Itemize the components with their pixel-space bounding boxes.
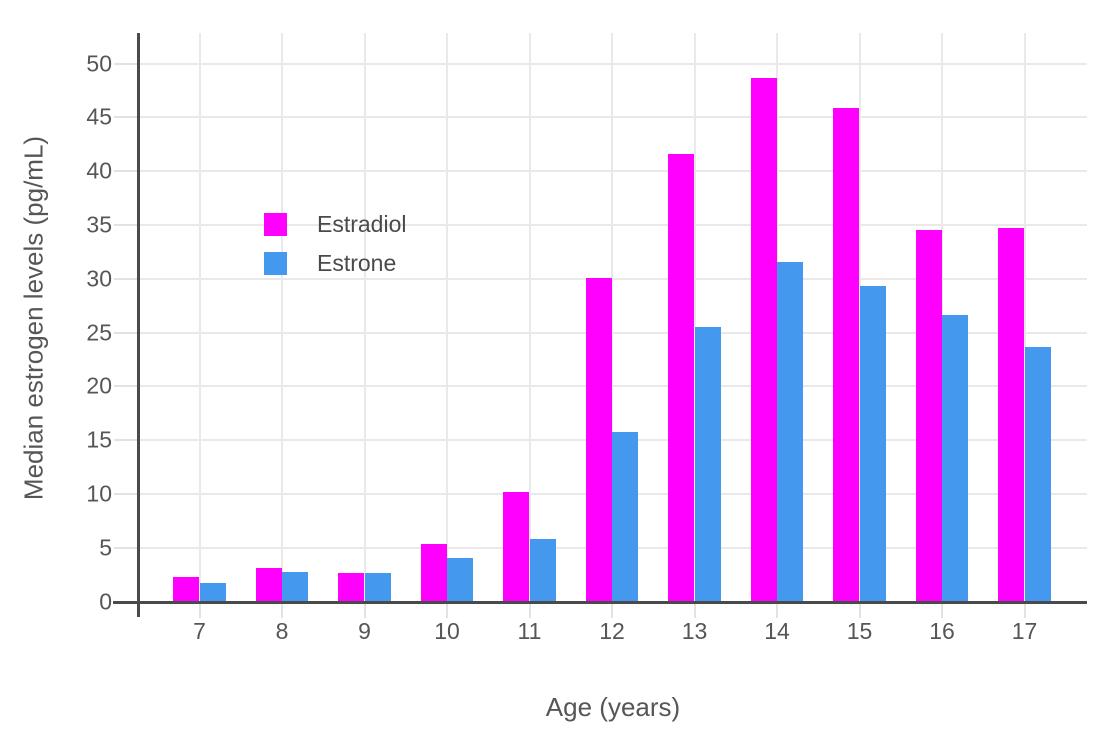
x-tick-label: 13 — [681, 618, 708, 644]
bar-estrone-age-8[interactable] — [282, 572, 309, 601]
x-axis-line — [113, 601, 1087, 604]
bar-estradiol-age-8[interactable] — [255, 567, 282, 601]
y-tick-label: 20 — [86, 372, 112, 399]
bar-estrone-age-12[interactable] — [612, 432, 639, 601]
y-tick-mark — [114, 492, 138, 495]
x-gridline — [281, 33, 283, 601]
x-tick-label: 15 — [846, 618, 873, 644]
y-tick-mark — [114, 170, 138, 173]
y-gridline — [139, 116, 1087, 119]
bar-estrone-age-14[interactable] — [777, 262, 804, 601]
y-tick-label: 50 — [86, 50, 112, 77]
x-gridline — [198, 33, 201, 601]
bar-estradiol-age-15[interactable] — [833, 108, 860, 601]
bar-estrone-age-10[interactable] — [447, 558, 474, 601]
x-tick-label: 17 — [1011, 618, 1038, 644]
x-tick-label: 8 — [275, 618, 289, 644]
x-axis-title: Age (years) — [545, 692, 681, 722]
y-tick-label: 40 — [86, 157, 112, 184]
y-tick-mark — [114, 62, 138, 65]
x-tick-label: 12 — [599, 618, 625, 644]
x-tick-label: 14 — [764, 618, 790, 644]
bar-estradiol-age-16[interactable] — [915, 229, 942, 601]
legend-label: Estradiol — [317, 211, 407, 237]
y-gridline — [139, 277, 1087, 280]
y-gridline — [139, 385, 1087, 388]
bar-estradiol-age-13[interactable] — [668, 153, 695, 601]
y-tick-label: 10 — [86, 480, 112, 507]
y-axis-line — [137, 33, 140, 617]
y-tick-mark — [114, 385, 138, 388]
y-gridline — [139, 223, 1087, 226]
bar-estrone-age-7[interactable] — [199, 582, 226, 601]
x-tick-mark — [1023, 603, 1026, 618]
legend-swatch-estradiol — [264, 213, 287, 237]
bar-estrone-age-11[interactable] — [529, 538, 556, 601]
bar-estradiol-age-17[interactable] — [998, 227, 1025, 601]
bar-estradiol-age-11[interactable] — [503, 492, 530, 601]
legend-item-estradiol[interactable]: Estradiol — [264, 211, 407, 237]
bar-estrone-age-15[interactable] — [859, 285, 886, 601]
x-tick-label: 7 — [193, 618, 206, 644]
x-tick-mark — [528, 603, 531, 618]
x-gridline — [528, 33, 531, 601]
y-gridline — [139, 62, 1087, 65]
x-tick-mark — [281, 603, 283, 618]
bar-estradiol-age-12[interactable] — [585, 278, 612, 601]
y-tick-label: 45 — [86, 103, 112, 130]
x-gridline — [693, 33, 696, 601]
bar-estradiol-age-10[interactable] — [420, 544, 447, 601]
y-tick-label: 15 — [86, 426, 112, 453]
x-gridline — [363, 33, 366, 601]
x-tick-mark — [611, 603, 613, 618]
x-tick-label: 16 — [929, 618, 955, 644]
y-tick-mark — [114, 116, 138, 119]
bar-estrone-age-13[interactable] — [694, 326, 721, 601]
bar-estrone-age-16[interactable] — [942, 314, 969, 601]
x-tick-mark — [941, 603, 943, 618]
y-tick-label: 0 — [99, 588, 112, 614]
x-tick-mark — [363, 603, 366, 618]
x-tick-label: 9 — [358, 618, 371, 644]
y-axis-title: Median estrogen levels (pg/mL) — [18, 135, 49, 501]
x-tick-mark — [198, 603, 201, 618]
x-gridline — [1023, 33, 1026, 601]
x-tick-mark — [858, 603, 861, 618]
y-tick-mark — [114, 277, 138, 280]
x-tick-mark — [446, 603, 448, 618]
bar-estradiol-age-7[interactable] — [173, 577, 200, 601]
x-tick-mark — [776, 603, 778, 618]
y-gridline — [139, 170, 1087, 173]
x-gridline — [611, 33, 613, 601]
y-tick-mark — [114, 223, 138, 226]
x-tick-mark — [693, 603, 696, 618]
legend-label: Estrone — [317, 250, 397, 277]
bar-estrone-age-9[interactable] — [364, 573, 391, 601]
bar-estradiol-age-9[interactable] — [338, 573, 365, 601]
legend: Estradiol Estrone — [264, 211, 407, 277]
y-tick-label: 5 — [99, 534, 112, 561]
bar-estrone-age-17[interactable] — [1024, 347, 1051, 601]
y-tick-mark — [114, 331, 138, 334]
y-tick-label: 25 — [86, 319, 112, 346]
legend-item-estrone[interactable]: Estrone — [264, 250, 406, 277]
bar-estradiol-age-14[interactable] — [750, 78, 777, 601]
y-tick-mark — [114, 546, 138, 549]
y-tick-mark — [114, 439, 138, 442]
x-gridline — [446, 33, 448, 601]
x-tick-label: 11 — [517, 618, 542, 644]
y-gridline — [139, 331, 1087, 334]
y-tick-label: 35 — [86, 211, 112, 238]
x-tick-label: 10 — [434, 618, 460, 644]
y-tick-label: 30 — [86, 265, 112, 292]
legend-swatch-estrone — [264, 252, 287, 276]
